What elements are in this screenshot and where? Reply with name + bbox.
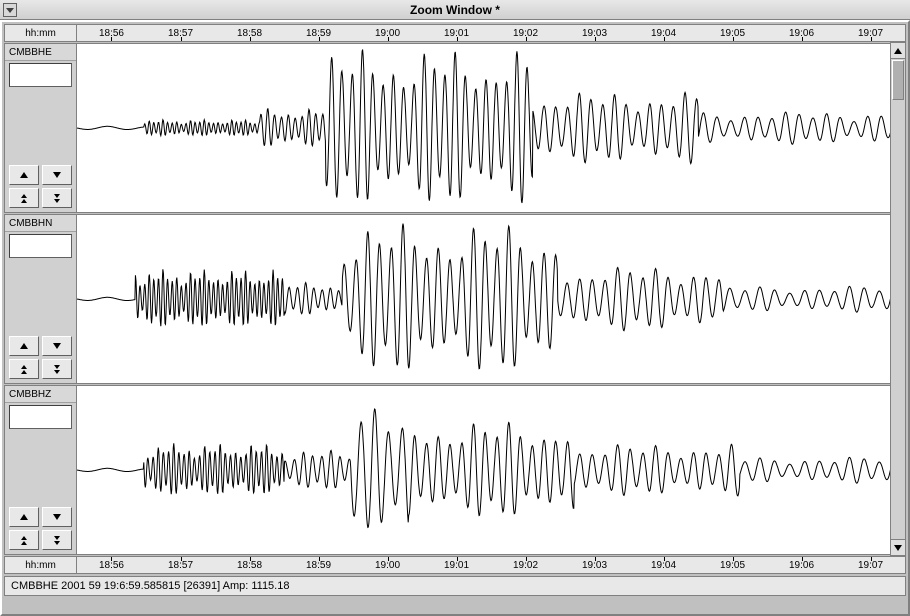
scroll-down-button[interactable]	[891, 539, 905, 555]
waveform-trace	[77, 50, 905, 204]
scale-down-button[interactable]	[42, 336, 72, 356]
scroll-thumb[interactable]	[892, 60, 904, 100]
waveform-plot[interactable]	[77, 386, 905, 554]
track-side-panel: CMBBHN	[5, 215, 77, 383]
scale-up-button[interactable]	[9, 336, 39, 356]
time-axis-bottom: hh:mm 18:5618:5718:5818:5919:0019:0119:0…	[4, 556, 906, 574]
window-menu-button[interactable]	[3, 3, 17, 17]
axis-label-bottom: hh:mm	[5, 557, 77, 573]
channel-button-grid	[5, 332, 76, 383]
scale-down-fast-button[interactable]	[42, 188, 72, 208]
track: CMBBHE	[4, 43, 906, 213]
scale-down-button[interactable]	[42, 165, 72, 185]
main-panel: hh:mm 18:5618:5718:5818:5919:0019:0119:0…	[0, 20, 910, 616]
track: CMBBHN	[4, 214, 906, 384]
scale-up-fast-button[interactable]	[9, 188, 39, 208]
scale-up-fast-button[interactable]	[9, 530, 39, 550]
axis-ticks-top: 18:5618:5718:5818:5919:0019:0119:0219:03…	[77, 25, 905, 41]
scale-up-button[interactable]	[9, 165, 39, 185]
scale-up-fast-button[interactable]	[9, 359, 39, 379]
axis-label-top: hh:mm	[5, 25, 77, 41]
time-axis-top: hh:mm 18:5618:5718:5818:5919:0019:0119:0…	[4, 24, 906, 42]
scroll-up-button[interactable]	[891, 43, 905, 59]
waveform-trace	[77, 224, 905, 369]
track-side-panel: CMBBHZ	[5, 386, 77, 554]
status-bar: CMBBHE 2001 59 19:6:59.585815 [26391] Am…	[4, 576, 906, 596]
channel-label: CMBBHZ	[5, 386, 76, 403]
channel-label: CMBBHN	[5, 215, 76, 232]
waveform-plot[interactable]	[77, 215, 905, 383]
channel-button-grid	[5, 503, 76, 554]
channel-preview-box[interactable]	[9, 63, 72, 87]
channel-label: CMBBHE	[5, 44, 76, 61]
waveform-trace	[77, 409, 905, 527]
channel-preview-box[interactable]	[9, 234, 72, 258]
axis-ticks-bottom: 18:5618:5718:5818:5919:0019:0119:0219:03…	[77, 557, 905, 573]
vertical-scrollbar[interactable]	[890, 42, 906, 556]
status-text: CMBBHE 2001 59 19:6:59.585815 [26391] Am…	[11, 580, 289, 592]
scale-down-fast-button[interactable]	[42, 359, 72, 379]
scale-down-button[interactable]	[42, 507, 72, 527]
scale-down-fast-button[interactable]	[42, 530, 72, 550]
track-side-panel: CMBBHE	[5, 44, 77, 212]
window-title: Zoom Window *	[410, 3, 500, 17]
channel-button-grid	[5, 161, 76, 212]
track: CMBBHZ	[4, 385, 906, 555]
scroll-track[interactable]	[891, 101, 905, 539]
scale-up-button[interactable]	[9, 507, 39, 527]
channel-preview-box[interactable]	[9, 405, 72, 429]
tracks-container: CMBBHE CMBBHN CMBBHZ	[4, 43, 906, 556]
titlebar: Zoom Window *	[0, 0, 910, 20]
waveform-plot[interactable]	[77, 44, 905, 212]
